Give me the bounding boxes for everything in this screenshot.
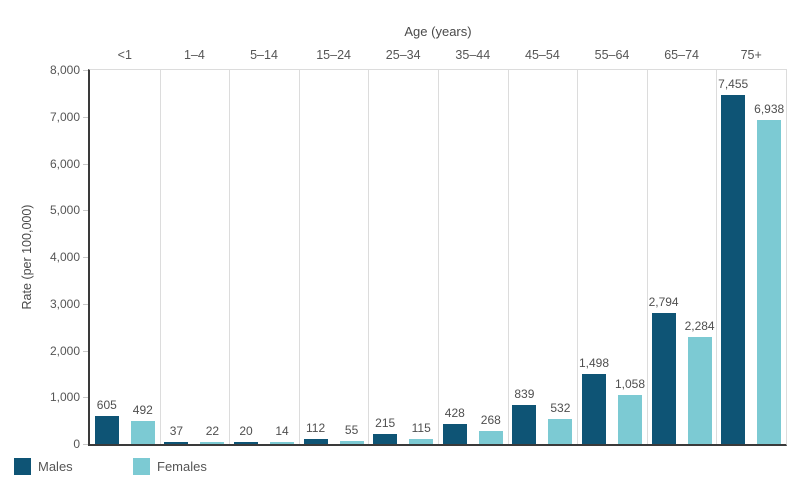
bar-value-label: 112 xyxy=(306,420,326,435)
bar-value-label: 2,794 xyxy=(648,295,679,310)
legend-swatch-females xyxy=(133,458,150,475)
column-separator xyxy=(159,70,161,444)
bar-males-5–14[interactable] xyxy=(234,442,258,444)
y-tick-mark xyxy=(83,350,89,352)
bar-value-label: 37 xyxy=(169,424,184,438)
bar-value-label: 55 xyxy=(344,423,359,438)
y-tick-mark xyxy=(83,116,89,118)
bar-value-label: 1,498 xyxy=(578,355,610,370)
y-tick-label: 0 xyxy=(73,437,80,451)
legend-label: Females xyxy=(157,459,207,474)
bar-value-label: 215 xyxy=(375,415,396,430)
bar-males-<1[interactable] xyxy=(94,415,119,444)
bar-value-label: 839 xyxy=(514,386,535,401)
bar-females-65–74[interactable] xyxy=(687,337,712,444)
y-tick-label: 1,000 xyxy=(49,390,80,405)
bar-value-label: 7,455 xyxy=(718,77,749,92)
x-axis-title: Age (years) xyxy=(404,24,472,39)
bar-value-label: 22 xyxy=(205,424,220,438)
bar-value-label: 115 xyxy=(411,420,431,435)
column-separator xyxy=(507,70,509,444)
column-separator xyxy=(368,70,370,444)
y-tick-mark xyxy=(83,397,89,399)
bar-value-label: 2,284 xyxy=(684,319,715,334)
column-separator xyxy=(577,70,579,444)
bar-males-65–74[interactable] xyxy=(651,313,676,444)
x-axis-tick-labels: <1 1–4 5–14 15–24 25–34 35–44 45–54 55–64 65–74 7… xyxy=(90,47,786,63)
bar-females-45–54[interactable] xyxy=(548,419,573,444)
bar-value-label: 492 xyxy=(132,403,153,417)
bar-females-5–14[interactable] xyxy=(270,442,294,444)
bar-males-75+[interactable] xyxy=(721,95,746,444)
y-tick-mark xyxy=(83,70,89,71)
x-tick-label: 65–74 xyxy=(664,48,699,62)
y-tick-label: 7,000 xyxy=(49,109,80,124)
bar-males-25–34[interactable] xyxy=(373,433,398,444)
bar-value-label: 428 xyxy=(444,406,465,420)
bar-value-label: 532 xyxy=(550,401,571,416)
x-tick-label: 55–64 xyxy=(594,48,630,62)
x-tick-label: 25–34 xyxy=(385,48,421,62)
bar-males-1–4[interactable] xyxy=(164,442,189,444)
bar-value-label: 268 xyxy=(480,413,501,428)
bar-value-label: 605 xyxy=(96,397,117,412)
y-tick-label: 3,000 xyxy=(49,296,80,311)
column-separator xyxy=(716,70,718,444)
bar-value-label: 20 xyxy=(239,424,253,438)
x-tick-label: 45–54 xyxy=(525,48,560,62)
x-tick-label: <1 xyxy=(117,48,132,62)
bar-females-15–24[interactable] xyxy=(339,441,364,444)
y-tick-mark xyxy=(83,163,89,165)
bar-males-45–54[interactable] xyxy=(512,404,537,444)
bar-females-35–44[interactable] xyxy=(478,431,503,444)
column-separator xyxy=(646,70,648,444)
y-tick-mark xyxy=(83,303,89,305)
y-tick-label: 5,000 xyxy=(49,203,80,218)
y-tick-label: 8,000 xyxy=(49,63,80,77)
legend-item-females[interactable]: Females xyxy=(133,458,207,475)
bar-value-label: 6,938 xyxy=(754,101,785,116)
bar-females-<1[interactable] xyxy=(130,421,155,444)
y-tick-label: 2,000 xyxy=(49,343,80,358)
x-tick-label: 15–24 xyxy=(316,48,351,62)
legend: Males Females xyxy=(0,458,800,478)
y-tick-mark xyxy=(83,210,89,212)
legend-label: Males xyxy=(38,459,73,474)
bar-females-75+[interactable] xyxy=(757,119,782,444)
x-tick-label: 5–14 xyxy=(250,48,278,62)
column-separator xyxy=(298,70,300,444)
y-tick-label: 6,000 xyxy=(49,156,80,171)
x-tick-label: 35–44 xyxy=(455,48,491,62)
x-tick-label: 75+ xyxy=(740,48,762,62)
bar-value-label: 14 xyxy=(275,424,289,438)
column-separator xyxy=(229,70,231,444)
bar-males-55–64[interactable] xyxy=(582,373,606,444)
bar-males-35–44[interactable] xyxy=(442,424,467,444)
bar-males-15–24[interactable] xyxy=(303,438,328,444)
bar-females-25–34[interactable] xyxy=(409,438,434,444)
bar-females-55–64[interactable] xyxy=(618,394,642,444)
legend-swatch-males xyxy=(14,458,31,475)
x-tick-label: 1–4 xyxy=(183,48,205,62)
plot-area: 605 492 37 22 20 14 112 55 215 115 428 268 839 532 1,4… xyxy=(88,69,787,446)
legend-item-males[interactable]: Males xyxy=(14,458,73,475)
bar-value-label: 1,058 xyxy=(614,376,646,391)
y-tick-mark xyxy=(83,257,89,258)
bar-females-1–4[interactable] xyxy=(200,442,225,444)
y-tick-label: 4,000 xyxy=(49,250,80,264)
y-tick-mark xyxy=(83,444,89,445)
column-separator xyxy=(438,70,439,444)
